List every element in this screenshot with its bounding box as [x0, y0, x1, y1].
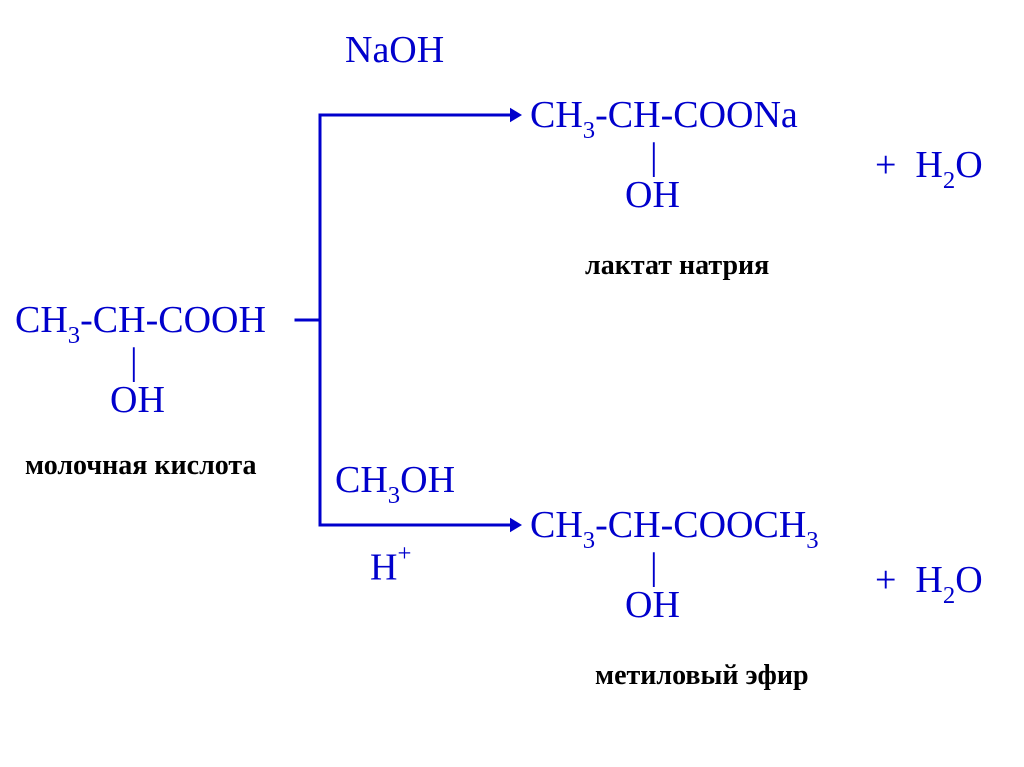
product-bottom-line1: CH3-CH-COOCH3	[530, 505, 819, 552]
product-top-line2: OH	[625, 175, 680, 217]
product-top-line1: CH3-CH-COONa	[530, 95, 798, 142]
reactant-line1: CH3-CH-COOH	[15, 300, 266, 347]
product-top-plus-water: + H2O	[875, 145, 983, 192]
product-bottom-plus-water: + H2O	[875, 560, 983, 607]
reagent-bottom-line1: CH3OH	[335, 460, 455, 507]
reactant-bond: |	[130, 340, 138, 384]
reagent-top: NaOH	[345, 30, 444, 72]
reactant-line2: OH	[110, 380, 165, 422]
product-bottom-bond: |	[650, 545, 658, 589]
reactant-label: молочная кислота	[25, 450, 257, 482]
product-top-label: лактат натрия	[585, 250, 769, 282]
product-bottom-label: метиловый эфир	[595, 660, 809, 692]
reagent-bottom-line2: H+	[370, 545, 411, 589]
product-top-bond: |	[650, 135, 658, 179]
product-bottom-line2: OH	[625, 585, 680, 627]
